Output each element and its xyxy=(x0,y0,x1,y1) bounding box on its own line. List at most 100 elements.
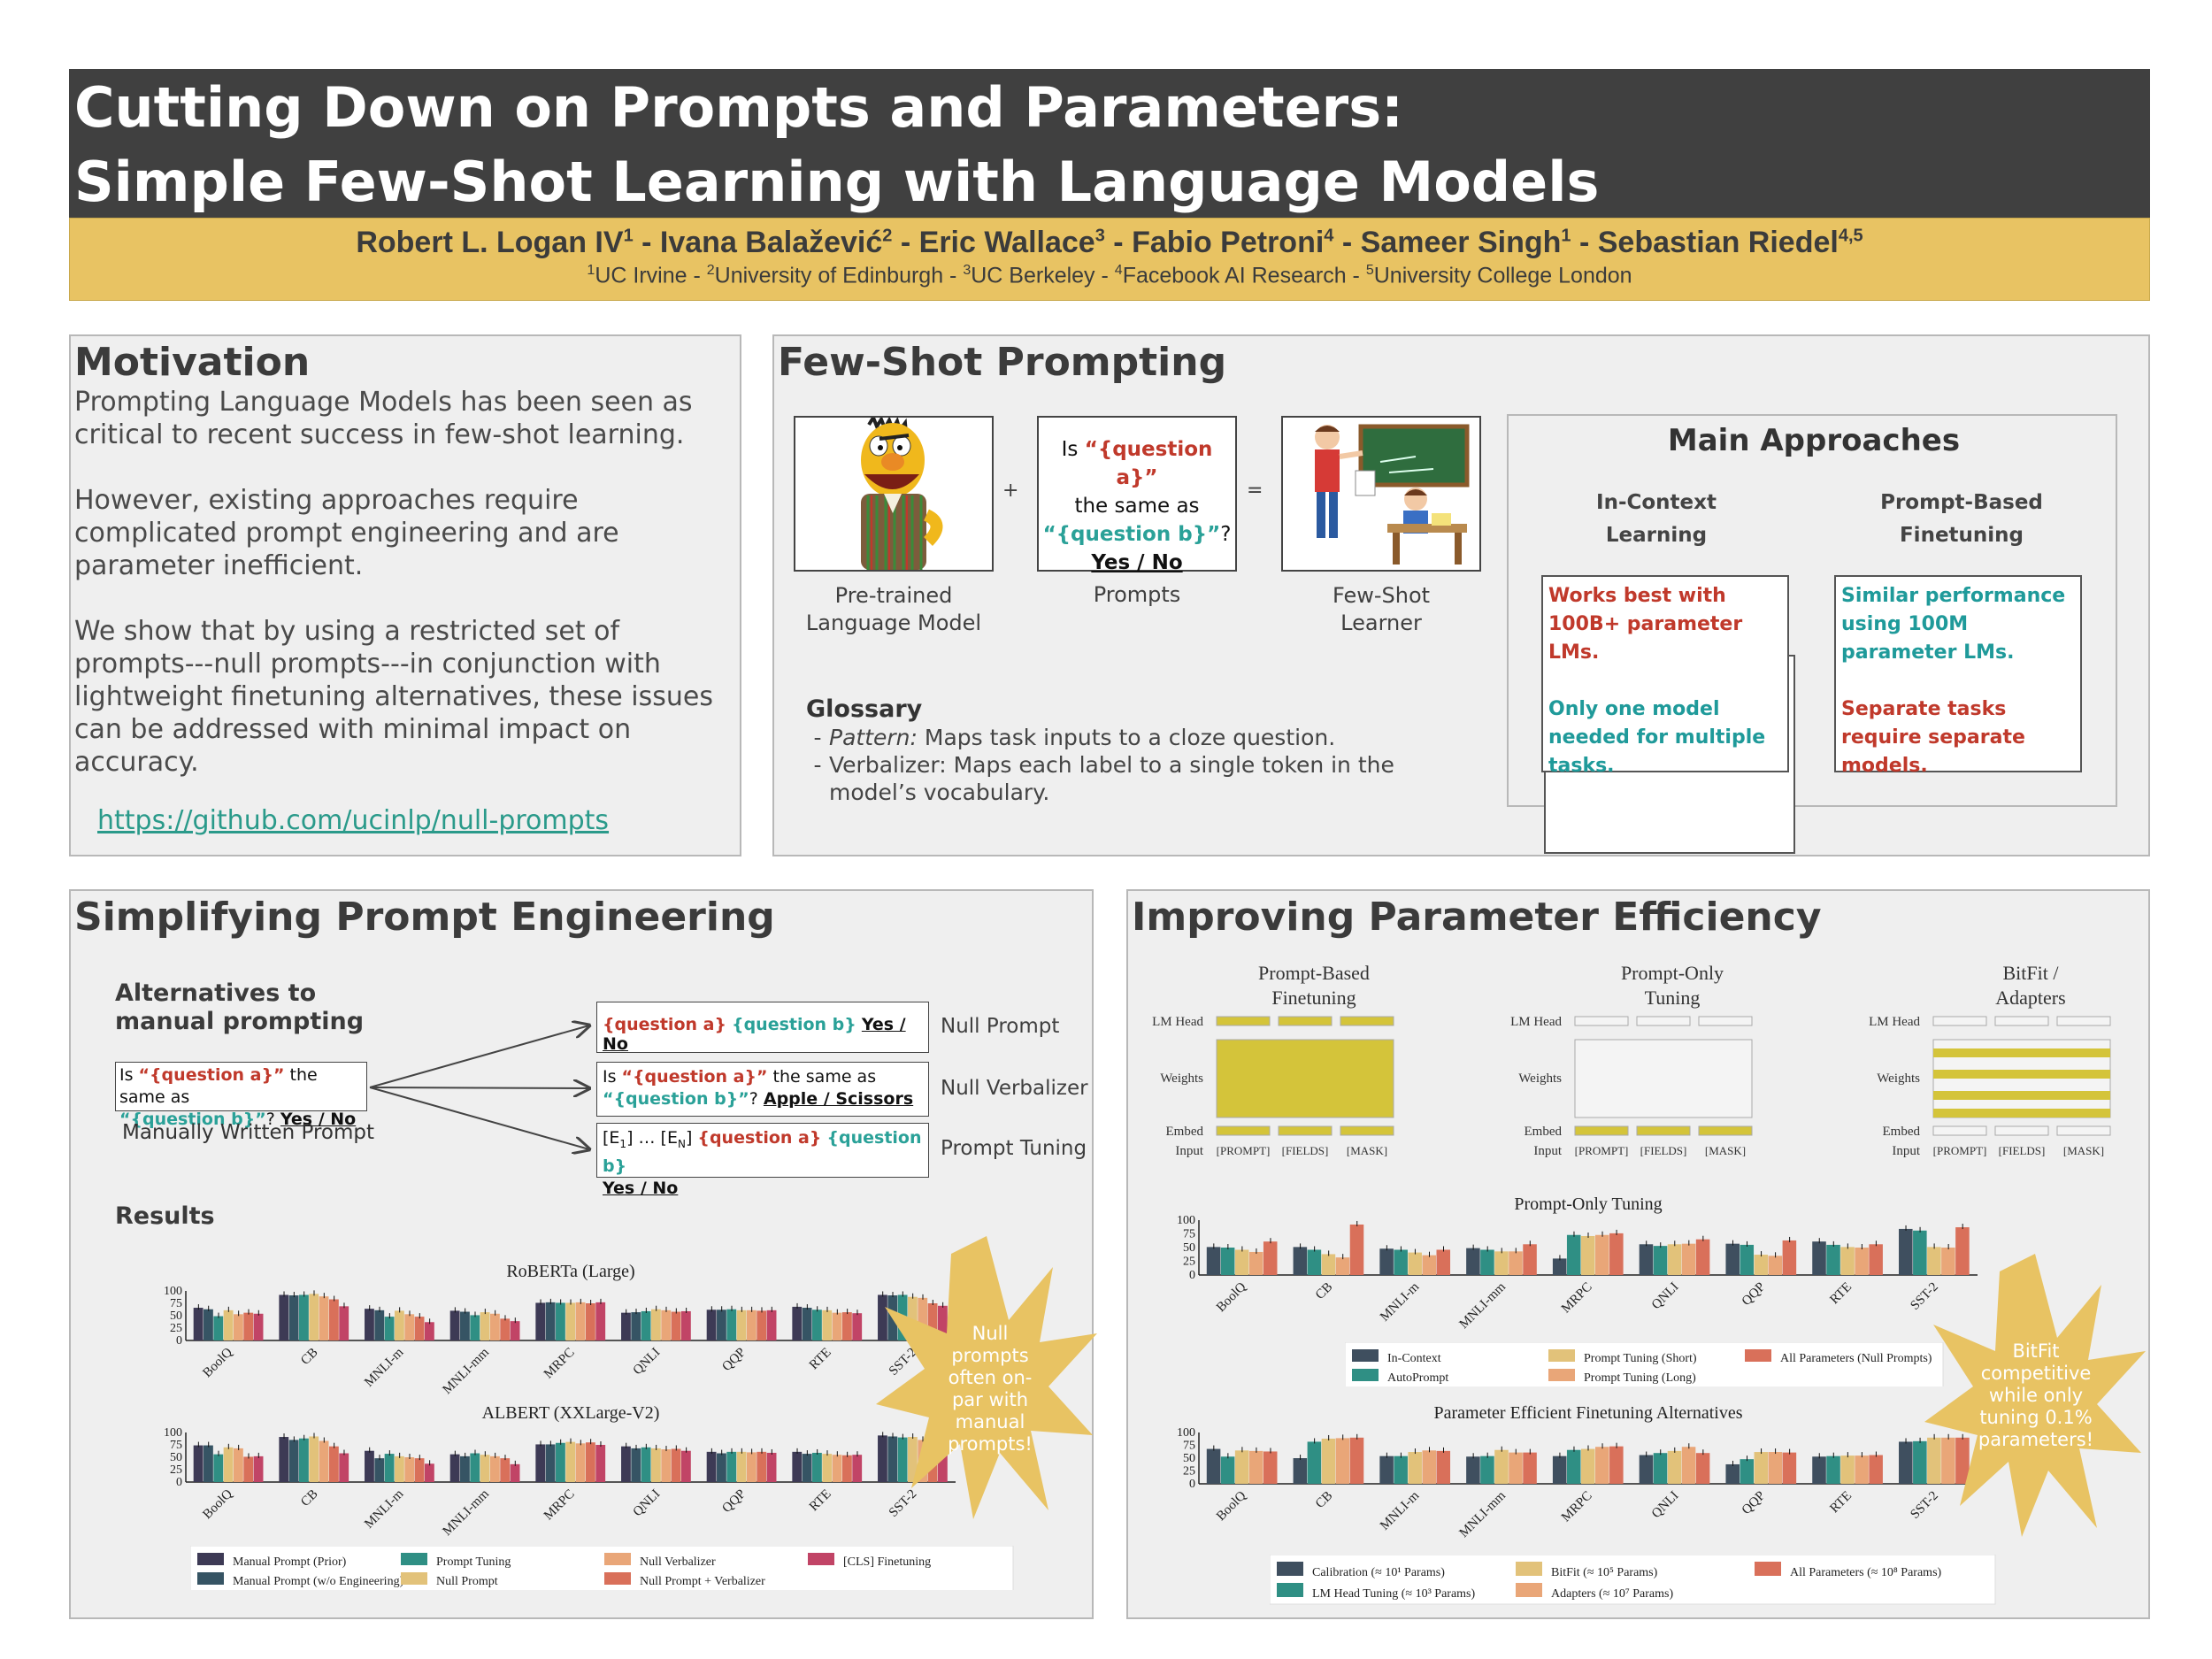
x-tick-label: RTE xyxy=(807,1346,834,1373)
y-tick-label: 50 xyxy=(170,1310,182,1323)
bar xyxy=(404,1314,415,1340)
bar xyxy=(937,1450,948,1482)
affiliation-separator: - xyxy=(687,263,707,288)
nv-is: Is xyxy=(603,1067,622,1087)
legend-label: Prompt Tuning (Long) xyxy=(1584,1371,1696,1385)
input-token: [PROMPT] xyxy=(1217,1144,1271,1157)
bar xyxy=(449,1454,460,1482)
affiliation-number: 3 xyxy=(963,263,972,278)
x-tick-label: MRPC xyxy=(1559,1280,1595,1317)
bar xyxy=(299,1438,309,1482)
pt-question-b: {question b} xyxy=(603,1128,922,1176)
bar xyxy=(575,1443,586,1482)
legend-swatch xyxy=(1548,1369,1575,1381)
null-yes-no: Yes / No xyxy=(603,1015,906,1054)
bar xyxy=(1349,1437,1364,1484)
x-tick-label: QQP xyxy=(719,1487,749,1517)
glossary-pattern-def: Maps task inputs to a cloze question. xyxy=(917,725,1336,750)
bar xyxy=(1263,1241,1278,1275)
bar xyxy=(1466,1456,1480,1484)
author-name: Ivana Balažević xyxy=(659,226,883,259)
glossary-list: - Pattern: Maps task inputs to a cloze qu… xyxy=(806,724,1425,806)
motivation-para-3: We show that by using a restricted set o… xyxy=(74,616,713,778)
row-label: Weights xyxy=(1160,1071,1203,1086)
bitfit-callout-burst xyxy=(1924,1254,2146,1537)
row-label: Embed xyxy=(1883,1125,1921,1139)
pbf-card: Similar performance using 100M parameter… xyxy=(1834,575,2082,777)
bar xyxy=(1394,1249,1408,1275)
main-approaches-title: Main Approaches xyxy=(1667,423,1961,458)
bar xyxy=(1609,1446,1624,1484)
bar xyxy=(1639,1244,1654,1275)
bar xyxy=(766,1452,777,1482)
pt-e1-sub: 1 xyxy=(619,1137,627,1150)
github-link[interactable]: https://github.com/ucinlp/null-prompts xyxy=(97,805,610,836)
legend-swatch xyxy=(1352,1369,1379,1381)
chart-title: Prompt-Only Tuning xyxy=(1514,1194,1662,1214)
bar xyxy=(535,1444,546,1482)
bar xyxy=(766,1310,777,1340)
row-label: Input xyxy=(1533,1144,1562,1158)
null-prompt-callout-burst xyxy=(876,1236,1097,1519)
bar xyxy=(1394,1455,1408,1484)
bar xyxy=(1826,1455,1840,1484)
affiliation-name: UC Berkeley xyxy=(971,263,1095,288)
bar xyxy=(500,1458,511,1482)
param-efficient-bar-chart: Parameter Efficient Finetuning Alternati… xyxy=(1177,1404,1978,1540)
bar xyxy=(233,1448,243,1482)
y-tick-label: 100 xyxy=(164,1426,182,1440)
embed-block xyxy=(1278,1125,1333,1136)
bar xyxy=(365,1450,374,1482)
bar xyxy=(1913,1440,1927,1484)
bar xyxy=(193,1445,204,1482)
icl-point-1: Works best with 100B+ parameter LMs. xyxy=(1548,585,1743,664)
legend-label: Null Prompt xyxy=(436,1575,498,1588)
bar xyxy=(1248,1450,1263,1484)
legend-swatch xyxy=(1548,1349,1575,1362)
legend-label: Prompt Tuning xyxy=(436,1555,511,1569)
embed-block xyxy=(1994,1125,2049,1136)
pt-dots: ] … [E xyxy=(626,1128,678,1148)
bar xyxy=(449,1310,460,1340)
bar xyxy=(1941,1437,1955,1484)
author-name: Sameer Singh xyxy=(1360,226,1562,259)
row-label: Embed xyxy=(1525,1125,1563,1139)
bar xyxy=(757,1310,767,1340)
bar xyxy=(395,1310,404,1340)
bar xyxy=(1869,1244,1883,1275)
icl-point-2: Only one model needed for multiple tasks… xyxy=(1548,698,1766,777)
bar xyxy=(1855,1455,1869,1484)
legend-swatch xyxy=(1755,1562,1781,1576)
caption-learner: Few-Shot Learner xyxy=(1332,583,1431,635)
bar xyxy=(832,1312,842,1340)
bar xyxy=(1552,1455,1567,1484)
bar xyxy=(1899,1441,1913,1484)
bar xyxy=(480,1312,490,1340)
weights-stripe xyxy=(1933,1109,2110,1118)
manual-question-a: “{question a}” xyxy=(138,1065,285,1085)
legend-label: Null Prompt + Verbalizer xyxy=(640,1575,765,1588)
weights-stripe xyxy=(1933,1070,2110,1079)
manual-caption: Manually Written Prompt xyxy=(122,1121,375,1144)
bar xyxy=(565,1302,576,1340)
diagram-title-line: Finetuning xyxy=(1271,987,1356,1009)
author-separator: - xyxy=(1333,226,1361,259)
input-token: [MASK] xyxy=(2063,1144,2104,1157)
x-tick-label: QQP xyxy=(1740,1489,1769,1518)
bar xyxy=(193,1308,204,1340)
bar xyxy=(470,1315,480,1340)
bar xyxy=(1248,1251,1263,1275)
bar xyxy=(1234,1249,1249,1275)
author-affiliation-number: 1 xyxy=(1561,226,1571,246)
bar xyxy=(641,1310,651,1340)
legend-swatch xyxy=(808,1553,834,1565)
affiliation-number: 5 xyxy=(1365,263,1374,278)
bar xyxy=(414,1317,425,1340)
y-tick-label: 100 xyxy=(1177,1426,1195,1440)
bar xyxy=(1840,1247,1855,1275)
bar xyxy=(309,1294,319,1340)
x-tick-label: RTE xyxy=(1827,1280,1855,1308)
bar xyxy=(706,1451,717,1482)
x-tick-label: CB xyxy=(298,1487,320,1509)
